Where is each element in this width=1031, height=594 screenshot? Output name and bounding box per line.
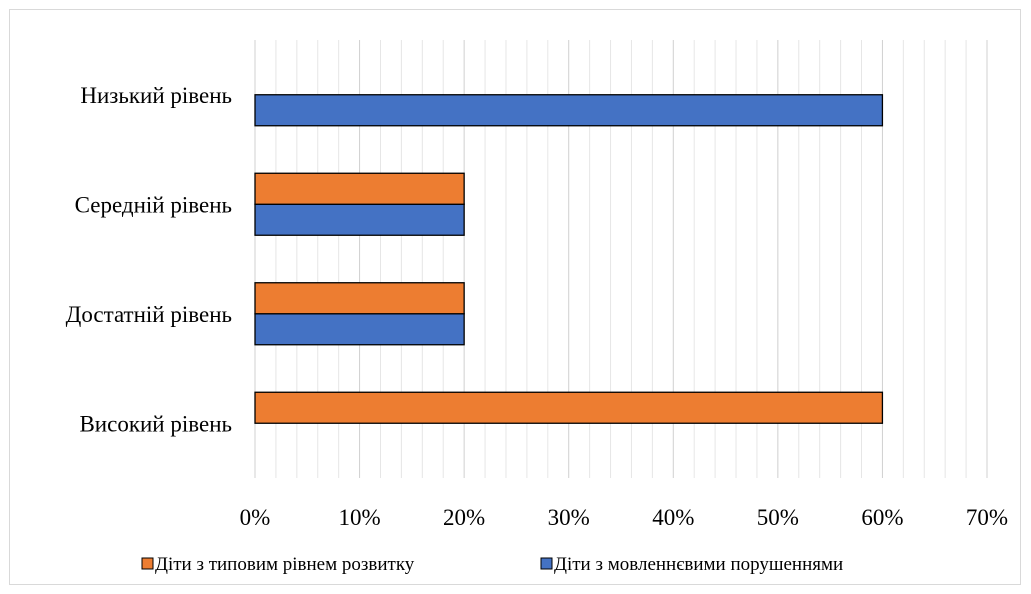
- category-label: Середній рівень: [75, 192, 232, 217]
- x-tick-label: 40%: [652, 505, 694, 530]
- legend-label: Діти з типовим рівнем розвитку: [155, 554, 415, 575]
- x-tick-label: 50%: [757, 505, 799, 530]
- category-label: Низький рівень: [80, 83, 232, 108]
- x-tick-label: 30%: [548, 505, 590, 530]
- category-labels: Високий рівень Достатній рівень Середній р…: [66, 83, 232, 437]
- x-tick-label: 70%: [966, 505, 1008, 530]
- bar: [254, 313, 465, 346]
- bars: [254, 94, 884, 424]
- category-label: Високий рівень: [79, 411, 232, 436]
- bar: [254, 282, 465, 315]
- bar: [254, 203, 465, 236]
- category-label: Достатній рівень: [66, 302, 232, 327]
- bar: [254, 94, 884, 127]
- legend-swatch: [540, 557, 553, 570]
- legend-swatch: [141, 557, 154, 570]
- x-tick-label: 0%: [240, 505, 271, 530]
- x-tick-label: 60%: [861, 505, 903, 530]
- x-tick-label: 10%: [338, 505, 380, 530]
- bar: [254, 391, 884, 424]
- bar: [254, 172, 465, 205]
- x-tick-label: 20%: [443, 505, 485, 530]
- legend: Діти з типовим рівнем розвитку Діти з мов…: [141, 554, 843, 575]
- legend-label: Діти з мовленнєвими порушеннями: [554, 554, 843, 575]
- x-tick-labels: 0% 10% 20% 30% 40% 50% 60% 70%: [240, 505, 1008, 530]
